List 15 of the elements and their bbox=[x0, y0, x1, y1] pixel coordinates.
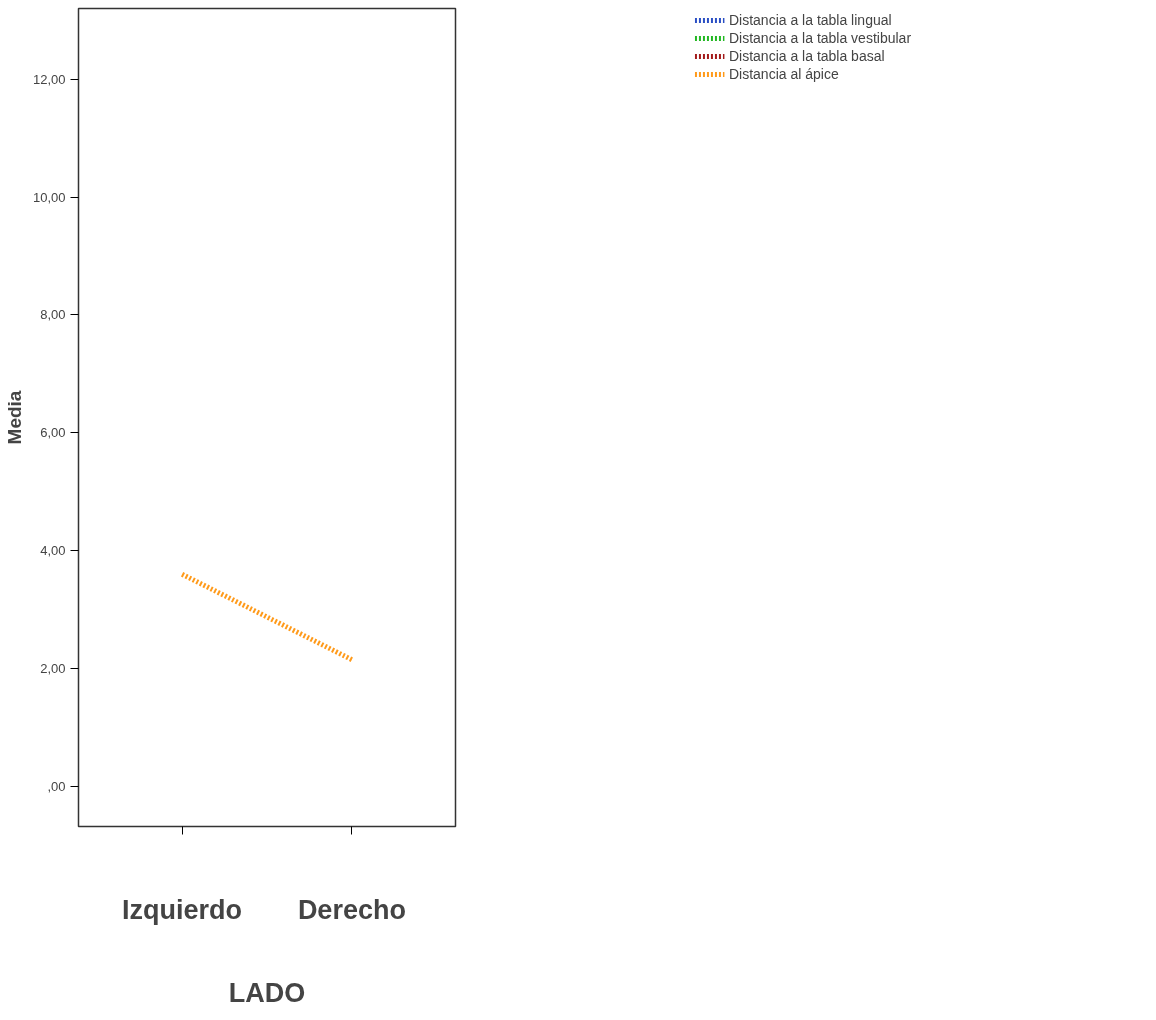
x-tick-label: Derecho bbox=[297, 894, 406, 925]
y-tick-label: 6,00 bbox=[40, 425, 66, 441]
y-tick-label: 8,00 bbox=[40, 307, 66, 323]
y-tick-label: 4,00 bbox=[40, 543, 66, 559]
y-tick-label: 12,00 bbox=[32, 71, 66, 87]
legend-label: Distancia a la tabla lingual bbox=[728, 12, 892, 28]
legend-label: Distancia a la tabla basal bbox=[728, 48, 885, 64]
x-axis-title: LADO bbox=[228, 977, 306, 1008]
legend-label: Distancia a la tabla vestibular bbox=[728, 30, 912, 46]
y-tick-label: 10,00 bbox=[32, 189, 66, 205]
y-tick-label: ,00 bbox=[47, 778, 66, 794]
y-axis-title: Media bbox=[3, 390, 25, 445]
y-tick-label: 2,00 bbox=[40, 661, 66, 677]
x-tick-label: Izquierdo bbox=[122, 894, 243, 925]
legend-label: Distancia al ápice bbox=[728, 66, 839, 82]
